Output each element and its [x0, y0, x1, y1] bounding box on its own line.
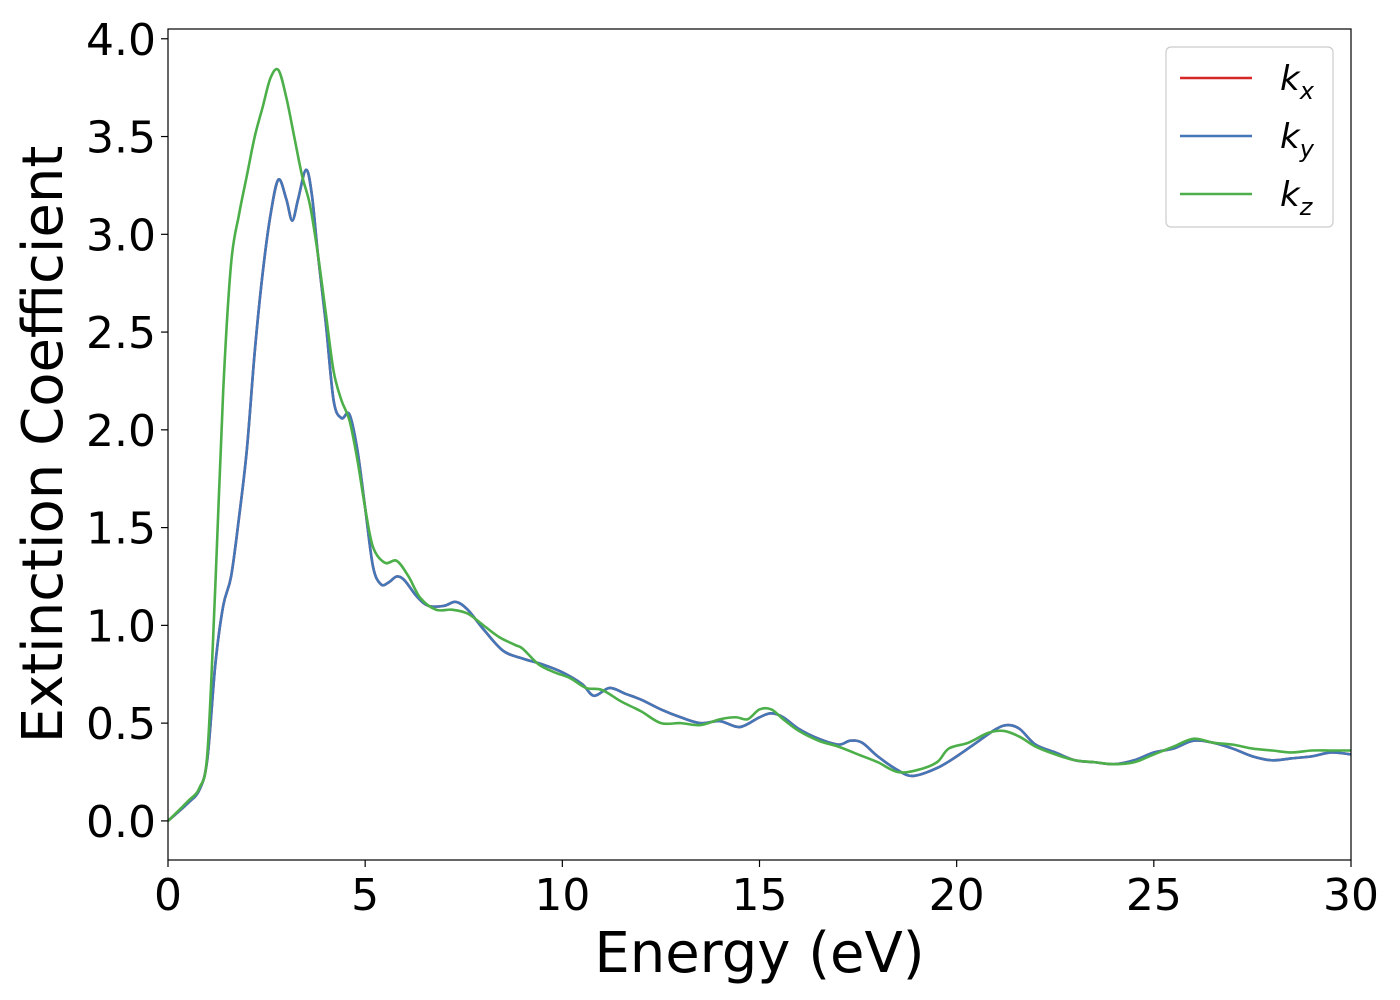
y-axis: 0.0 0.5 1.0 1.5 2.0 2.5 3.0 3.5 4.0	[86, 15, 168, 848]
y-tick-label: 0.0	[86, 797, 156, 848]
series-layer	[168, 67, 1351, 822]
x-axis: 0 5 10 15 20 25 30	[154, 860, 1379, 921]
y-axis-label: Extinction Coefficient	[11, 146, 76, 744]
legend-label-ky: ky	[1280, 117, 1315, 163]
x-tick-label: 20	[929, 870, 985, 921]
legend-label-kx: kx	[1280, 59, 1315, 105]
legend-label-kz: kz	[1280, 175, 1314, 221]
legend-label-subscript: y	[1299, 135, 1315, 163]
x-tick-label: 0	[154, 870, 182, 921]
x-tick-label: 25	[1126, 870, 1182, 921]
y-tick-label: 4.0	[86, 15, 156, 66]
legend-label-subscript: z	[1299, 193, 1314, 221]
x-tick-label: 5	[351, 870, 379, 921]
y-tick-label: 1.0	[86, 601, 156, 652]
legend-label-base: k	[1280, 175, 1301, 215]
y-tick-label: 0.5	[86, 699, 156, 750]
y-tick-label: 3.5	[86, 113, 156, 164]
x-tick-label: 15	[732, 870, 788, 921]
legend-label-subscript: x	[1299, 77, 1315, 105]
y-tick-label: 2.5	[86, 308, 156, 359]
y-tick-label: 1.5	[86, 504, 156, 555]
legend-label-base: k	[1280, 59, 1301, 99]
y-tick-label: 3.0	[86, 210, 156, 261]
x-tick-label: 10	[534, 870, 590, 921]
legend-label-base: k	[1280, 117, 1301, 157]
x-tick-label: 30	[1323, 870, 1379, 921]
series-line-kz	[168, 67, 1351, 822]
x-axis-label: Energy (eV)	[594, 921, 924, 986]
y-tick-label: 2.0	[86, 406, 156, 457]
